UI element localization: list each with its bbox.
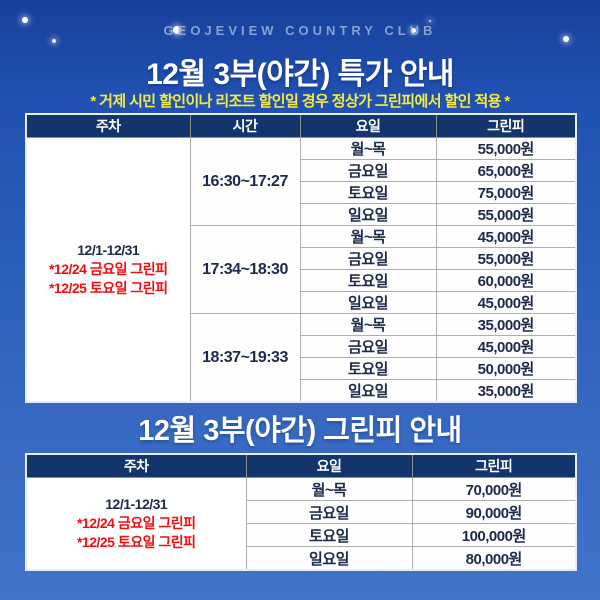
- day-cell: 금요일: [299, 335, 437, 358]
- column-header-time: 시간: [189, 113, 301, 138]
- special-price-table: 주차 시간 요일 그린피 12/1-12/31 *12/24 금요일 그린피 *…: [25, 113, 577, 403]
- day-cell: 일요일: [299, 291, 437, 314]
- table-row: 금요일 45,000원: [26, 335, 577, 358]
- column-header-day: 요일: [299, 113, 437, 138]
- day-cell: 월~목: [299, 137, 437, 160]
- holiday-note-1225: *12/25 토요일 그린피: [76, 534, 196, 550]
- column-header-greenfee: 그린피: [411, 453, 577, 478]
- table-row: 토요일 60,000원: [26, 269, 577, 292]
- star-icon: [173, 26, 181, 34]
- price-cell: 75,000원: [435, 181, 577, 204]
- price-cell: 55,000원: [435, 203, 577, 226]
- holiday-note-1224: *12/24 금요일 그린피: [48, 261, 168, 277]
- table-row: 토요일 50,000원: [26, 357, 577, 380]
- table-row: 토요일 100,000원: [26, 523, 577, 547]
- week-period-cell: 12/1-12/31 *12/24 금요일 그린피 *12/25 토요일 그린피: [25, 477, 247, 571]
- price-cell: 60,000원: [435, 269, 577, 292]
- column-header-week: 주차: [25, 453, 247, 478]
- price-cell: 100,000원: [411, 523, 577, 547]
- club-brand-name: GEOJEVIEW COUNTRY CLUB: [163, 23, 437, 38]
- greenfee-title: 12월 3부(야간) 그린피 안내: [138, 415, 462, 447]
- star-icon: [411, 28, 416, 33]
- price-cell: 35,000원: [435, 379, 577, 403]
- special-price-title: 12월 3부(야간) 특가 안내: [146, 58, 454, 91]
- day-cell: 금요일: [299, 247, 437, 270]
- column-header-day: 요일: [245, 453, 413, 478]
- table-row: 일요일 55,000원: [26, 203, 577, 226]
- price-cell: 90,000원: [411, 500, 577, 524]
- table-row: 일요일 35,000원: [26, 379, 577, 403]
- star-icon: [563, 36, 569, 42]
- table-header-row: 주차 시간 요일 그린피: [25, 113, 577, 138]
- day-cell: 금요일: [245, 500, 413, 524]
- price-cell: 35,000원: [435, 313, 577, 336]
- greenfee-table: 주차 요일 그린피 12/1-12/31 *12/24 금요일 그린피 *12/…: [25, 453, 577, 571]
- week-period-cell: 12/1-12/31 *12/24 금요일 그린피 *12/25 토요일 그린피: [25, 137, 191, 403]
- price-cell: 55,000원: [435, 247, 577, 270]
- price-cell: 55,000원: [435, 137, 577, 160]
- price-cell: 45,000원: [435, 335, 577, 358]
- day-cell: 월~목: [299, 313, 437, 336]
- price-cell: 65,000원: [435, 159, 577, 182]
- table-header-row: 주차 요일 그린피: [25, 453, 577, 478]
- day-cell: 일요일: [245, 546, 413, 571]
- teetime-slot: 18:37~19:33: [189, 313, 301, 403]
- table-row: 금요일 65,000원: [26, 159, 577, 182]
- column-header-week: 주차: [25, 113, 191, 138]
- table-row: 토요일 75,000원: [26, 181, 577, 204]
- date-range: 12/1-12/31: [77, 242, 140, 258]
- price-cell: 50,000원: [435, 357, 577, 380]
- price-cell: 45,000원: [435, 225, 577, 248]
- star-icon: [22, 17, 28, 23]
- day-cell: 월~목: [299, 225, 437, 248]
- price-cell: 45,000원: [435, 291, 577, 314]
- day-cell: 금요일: [299, 159, 437, 182]
- day-cell: 토요일: [245, 523, 413, 547]
- price-cell: 70,000원: [411, 477, 577, 501]
- date-range: 12/1-12/31: [105, 496, 168, 512]
- day-cell: 토요일: [299, 181, 437, 204]
- day-cell: 토요일: [299, 357, 437, 380]
- table-row: 금요일 90,000원: [26, 500, 577, 524]
- column-header-greenfee: 그린피: [435, 113, 577, 138]
- day-cell: 토요일: [299, 269, 437, 292]
- holiday-note-1224: *12/24 금요일 그린피: [76, 515, 196, 531]
- table-row: 12/1-12/31 *12/24 금요일 그린피 *12/25 토요일 그린피…: [25, 137, 577, 403]
- price-cell: 80,000원: [411, 546, 577, 571]
- star-icon: [52, 39, 56, 43]
- teetime-slot: 16:30~17:27: [189, 137, 301, 226]
- day-cell: 일요일: [299, 203, 437, 226]
- star-icon: [429, 20, 431, 22]
- day-cell: 월~목: [245, 477, 413, 501]
- table-row: 12/1-12/31 *12/24 금요일 그린피 *12/25 토요일 그린피…: [25, 477, 577, 571]
- table-row: 금요일 55,000원: [26, 247, 577, 270]
- holiday-note-1225: *12/25 토요일 그린피: [48, 280, 168, 296]
- table-row: 일요일 80,000원: [26, 546, 577, 571]
- day-cell: 일요일: [299, 379, 437, 403]
- discount-note: * 거제 시민 할인이나 리조트 할인일 경우 정상가 그린피에서 할인 적용 …: [90, 93, 510, 110]
- teetime-slot: 17:34~18:30: [189, 225, 301, 314]
